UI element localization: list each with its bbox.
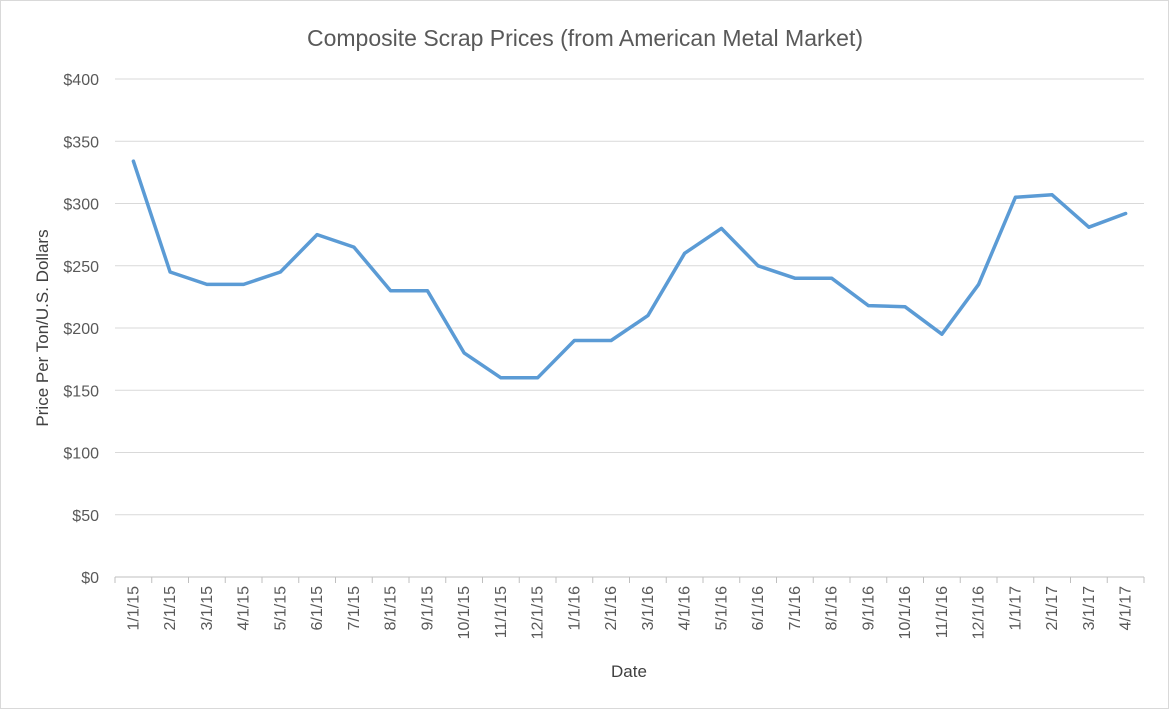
y-tick-label: $400 bbox=[63, 72, 99, 89]
data-point bbox=[205, 282, 209, 286]
x-tick-label: 2/1/16 bbox=[603, 586, 620, 631]
x-tick-label: 4/1/17 bbox=[1118, 586, 1135, 631]
data-point bbox=[903, 305, 907, 309]
x-axis: 1/1/15 2/1/15 3/1/15 4/1/15 5/1/15 6/1/15 7/1/… bbox=[114, 576, 1145, 639]
x-tick-label: 12/1/15 bbox=[530, 586, 547, 639]
data-point bbox=[683, 251, 687, 255]
data-point bbox=[1124, 211, 1128, 215]
y-axis-ticks: $0 $50 $100 $150 $200 $250 $300 $350 $400 bbox=[63, 72, 99, 587]
x-tick-label: 10/1/15 bbox=[456, 586, 473, 639]
data-point bbox=[609, 338, 613, 342]
x-tick-label: 2/1/15 bbox=[162, 586, 179, 631]
data-point bbox=[719, 226, 723, 230]
data-point bbox=[499, 376, 503, 380]
x-tick-label: 11/1/16 bbox=[934, 586, 951, 638]
x-tick-label: 2/1/17 bbox=[1044, 586, 1061, 631]
data-point bbox=[572, 338, 576, 342]
gridlines bbox=[115, 78, 1144, 516]
x-tick-label: 3/1/16 bbox=[640, 586, 657, 631]
x-tick-label: 9/1/15 bbox=[419, 586, 436, 631]
x-tick-label: 5/1/16 bbox=[713, 586, 730, 631]
data-point bbox=[352, 245, 356, 249]
data-point bbox=[278, 270, 282, 274]
x-tick-label: 9/1/16 bbox=[860, 586, 877, 631]
x-tick-label: 1/1/17 bbox=[1007, 586, 1024, 631]
x-tick-label: 4/1/16 bbox=[677, 586, 694, 631]
series-line bbox=[131, 159, 1128, 380]
y-tick-label: $350 bbox=[63, 134, 99, 151]
y-tick-label: $300 bbox=[63, 197, 99, 214]
y-tick-label: $200 bbox=[63, 321, 99, 338]
x-tick-label: 11/1/15 bbox=[493, 586, 510, 638]
data-point bbox=[940, 332, 944, 336]
x-tick-label: 5/1/15 bbox=[272, 586, 289, 631]
x-tick-label: 3/1/17 bbox=[1081, 586, 1098, 631]
data-point bbox=[315, 233, 319, 237]
x-tick-label: 7/1/15 bbox=[346, 586, 363, 631]
series-layer bbox=[131, 159, 1128, 380]
data-point bbox=[866, 304, 870, 308]
x-tick-label: 6/1/16 bbox=[750, 586, 767, 631]
x-tick-label: 3/1/15 bbox=[199, 586, 216, 631]
data-point bbox=[425, 289, 429, 293]
y-tick-label: $150 bbox=[63, 383, 99, 400]
data-point bbox=[536, 376, 540, 380]
x-tick-label: 8/1/16 bbox=[824, 586, 841, 631]
y-tick-label: $0 bbox=[81, 570, 99, 587]
y-tick-label: $250 bbox=[63, 259, 99, 276]
y-tick-label: $100 bbox=[63, 446, 99, 463]
data-point bbox=[168, 270, 172, 274]
data-point bbox=[462, 351, 466, 355]
data-point bbox=[793, 276, 797, 280]
x-tick-label: 8/1/15 bbox=[383, 586, 400, 631]
data-point bbox=[1013, 195, 1017, 199]
data-point bbox=[830, 276, 834, 280]
x-tick-label: 6/1/15 bbox=[309, 586, 326, 631]
data-point bbox=[389, 289, 393, 293]
y-tick-label: $50 bbox=[72, 508, 99, 525]
x-tick-label: 4/1/15 bbox=[236, 586, 253, 631]
x-axis-title: Date bbox=[611, 662, 647, 681]
data-point bbox=[242, 282, 246, 286]
x-tick-label: 1/1/15 bbox=[125, 586, 142, 631]
data-point bbox=[756, 264, 760, 268]
x-tick-label: 10/1/16 bbox=[897, 586, 914, 639]
x-tick-label: 7/1/16 bbox=[787, 586, 804, 631]
chart-title: Composite Scrap Prices (from American Me… bbox=[307, 25, 863, 51]
data-point bbox=[977, 282, 981, 286]
x-tick-label: 12/1/16 bbox=[971, 586, 988, 639]
y-axis-title: Price Per Ton/U.S. Dollars bbox=[33, 229, 52, 426]
x-tick-label: 1/1/16 bbox=[566, 586, 583, 631]
data-point bbox=[646, 314, 650, 318]
data-point bbox=[131, 159, 135, 163]
data-point bbox=[1050, 193, 1054, 197]
data-point bbox=[1087, 225, 1091, 229]
